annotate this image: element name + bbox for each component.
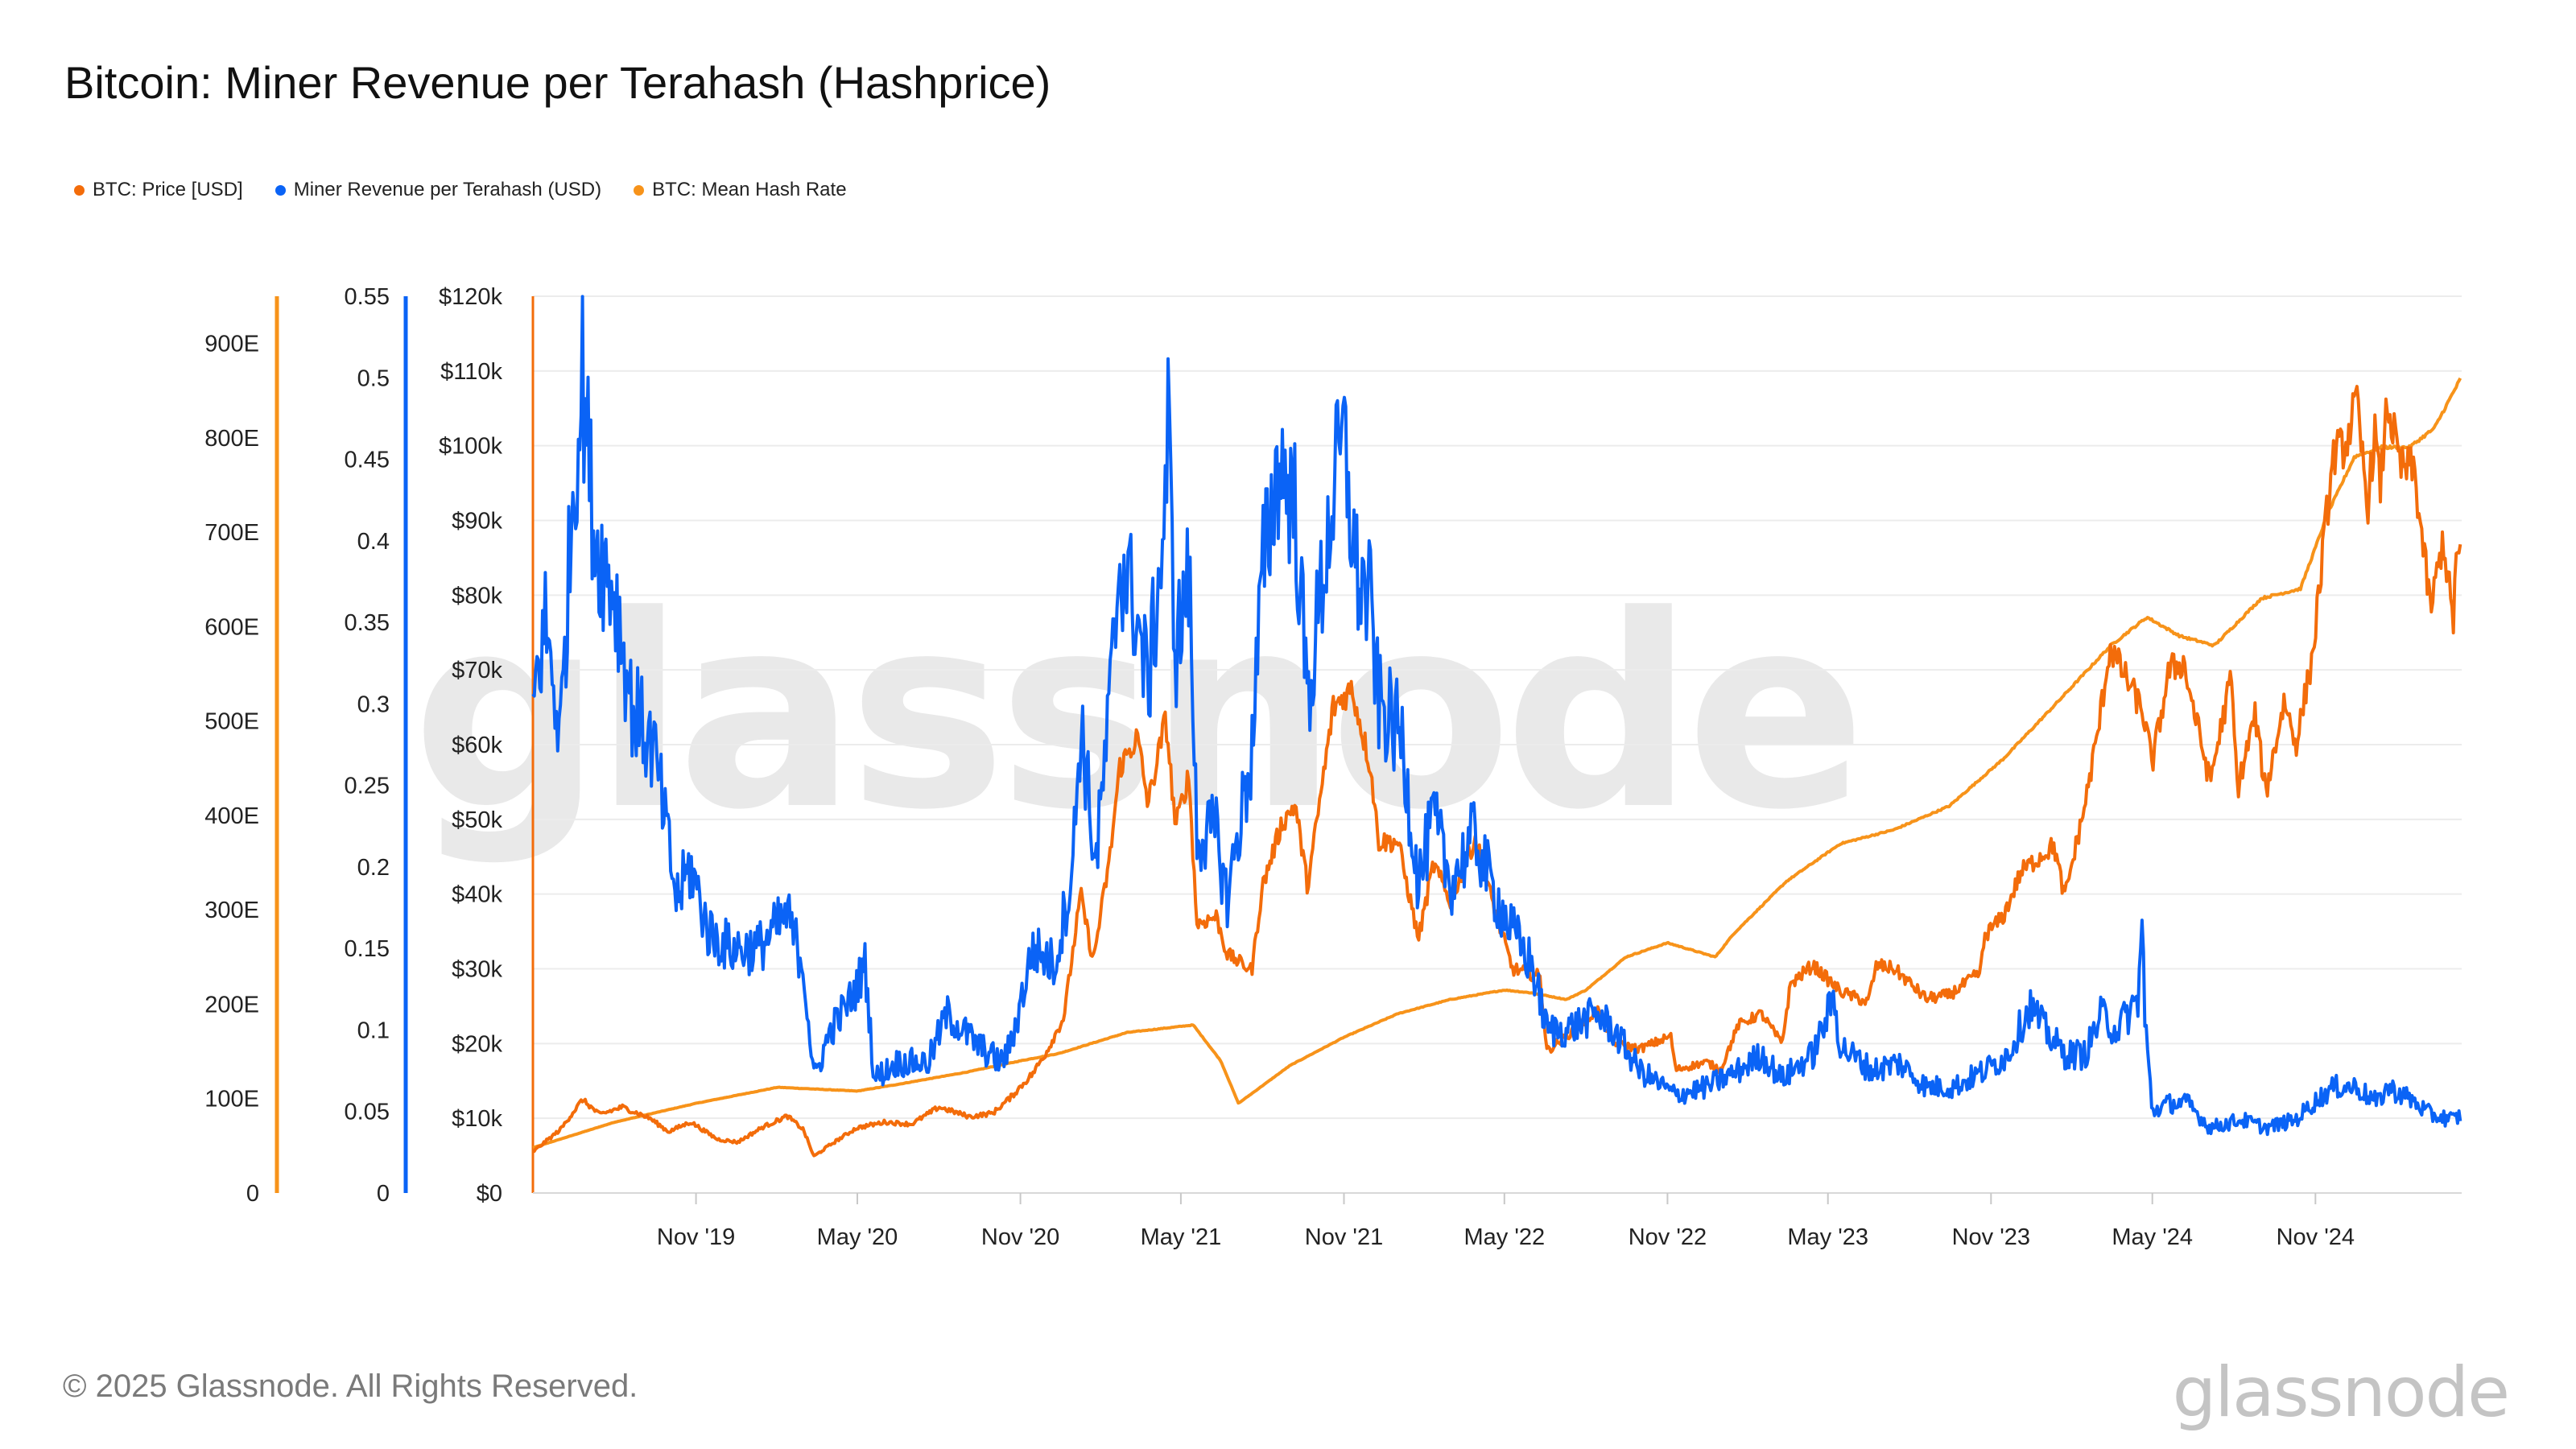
revenue-tick-label: 0.55 bbox=[345, 284, 390, 310]
legend: BTC: Price [USD] Miner Revenue per Terah… bbox=[74, 179, 847, 201]
price-tick-label: $20k bbox=[452, 1031, 502, 1057]
price-tick-label: $70k bbox=[452, 658, 502, 683]
x-tick-label: Nov '24 bbox=[2277, 1224, 2355, 1250]
x-tick-label: May '23 bbox=[1787, 1224, 1868, 1250]
hashrate-tick-label: 100E bbox=[204, 1087, 259, 1113]
x-tick-label: May '24 bbox=[2112, 1224, 2193, 1250]
revenue-tick-label: 0.4 bbox=[357, 529, 390, 555]
price-tick-label: $0 bbox=[477, 1181, 502, 1207]
price-tick-label: $100k bbox=[439, 434, 503, 460]
hashrate-tick-label: 600E bbox=[204, 614, 259, 640]
chart-title: Bitcoin: Miner Revenue per Terahash (Has… bbox=[64, 57, 1051, 108]
price-tick-label: $10k bbox=[452, 1106, 502, 1132]
revenue-tick-label: 0.15 bbox=[345, 936, 390, 962]
price-tick-label: $60k bbox=[452, 733, 502, 758]
revenue-tick-label: 0.3 bbox=[357, 691, 390, 717]
legend-label-hashrate: BTC: Mean Hash Rate bbox=[652, 179, 847, 200]
hashrate-tick-label: 0 bbox=[246, 1181, 259, 1207]
hashrate-tick-label: 200E bbox=[204, 992, 259, 1018]
x-tick-label: Nov '19 bbox=[657, 1224, 735, 1250]
hashrate-tick-label: 900E bbox=[204, 332, 259, 357]
revenue-tick-label: 0.25 bbox=[345, 774, 390, 799]
price-tick-label: $30k bbox=[452, 957, 502, 983]
legend-item-revenue[interactable]: Miner Revenue per Terahash (USD) bbox=[275, 179, 601, 201]
price-tick-label: $120k bbox=[439, 284, 503, 310]
revenue-tick-label: 0.1 bbox=[357, 1018, 390, 1043]
hashrate-tick-label: 800E bbox=[204, 426, 259, 452]
legend-label-price: BTC: Price [USD] bbox=[93, 179, 243, 200]
hashrate-tick-label: 300E bbox=[204, 898, 259, 923]
x-tick-label: Nov '23 bbox=[1952, 1224, 2030, 1250]
x-tick-label: May '22 bbox=[1463, 1224, 1545, 1250]
copyright-text: © 2025 Glassnode. All Rights Reserved. bbox=[63, 1368, 638, 1404]
legend-label-revenue: Miner Revenue per Terahash (USD) bbox=[293, 179, 602, 200]
x-tick-label: Nov '20 bbox=[981, 1224, 1059, 1250]
hashrate-tick-label: 700E bbox=[204, 520, 259, 546]
x-tick-label: Nov '22 bbox=[1629, 1224, 1707, 1250]
x-tick-label: May '20 bbox=[817, 1224, 898, 1250]
series-layer bbox=[531, 295, 2462, 1158]
glassnode-logo: glassnode bbox=[2172, 1352, 2510, 1433]
series-line-revenue bbox=[531, 295, 2462, 1137]
price-tick-label: $50k bbox=[452, 807, 502, 833]
axes: $0 $10k $20k $30k $40k $50k $60k $70k $80k $90k $1… bbox=[204, 284, 2462, 1250]
series-line-hashrate bbox=[532, 377, 2462, 1150]
x-tick-label: May '21 bbox=[1141, 1224, 1222, 1250]
revenue-tick-label: 0.35 bbox=[345, 610, 390, 636]
legend-dot-revenue bbox=[275, 184, 286, 196]
revenue-tick-label: 0.45 bbox=[345, 448, 390, 473]
price-tick-label: $80k bbox=[452, 583, 502, 609]
legend-dot-hashrate bbox=[634, 184, 645, 196]
revenue-tick-label: 0.05 bbox=[345, 1100, 390, 1125]
revenue-tick-label: 0 bbox=[377, 1181, 390, 1207]
x-tick-label: Nov '21 bbox=[1305, 1224, 1383, 1250]
legend-item-hashrate[interactable]: BTC: Mean Hash Rate bbox=[634, 179, 847, 201]
hashrate-tick-label: 400E bbox=[204, 803, 259, 829]
price-tick-label: $90k bbox=[452, 509, 502, 535]
price-tick-label: $40k bbox=[452, 882, 502, 908]
legend-item-price[interactable]: BTC: Price [USD] bbox=[74, 179, 243, 201]
price-tick-label: $110k bbox=[440, 359, 502, 385]
revenue-tick-label: 0.2 bbox=[357, 855, 390, 881]
hashrate-tick-label: 500E bbox=[204, 709, 259, 735]
legend-dot-price bbox=[74, 184, 85, 196]
revenue-tick-label: 0.5 bbox=[357, 365, 390, 391]
watermark-text: glassnode bbox=[412, 559, 1859, 868]
